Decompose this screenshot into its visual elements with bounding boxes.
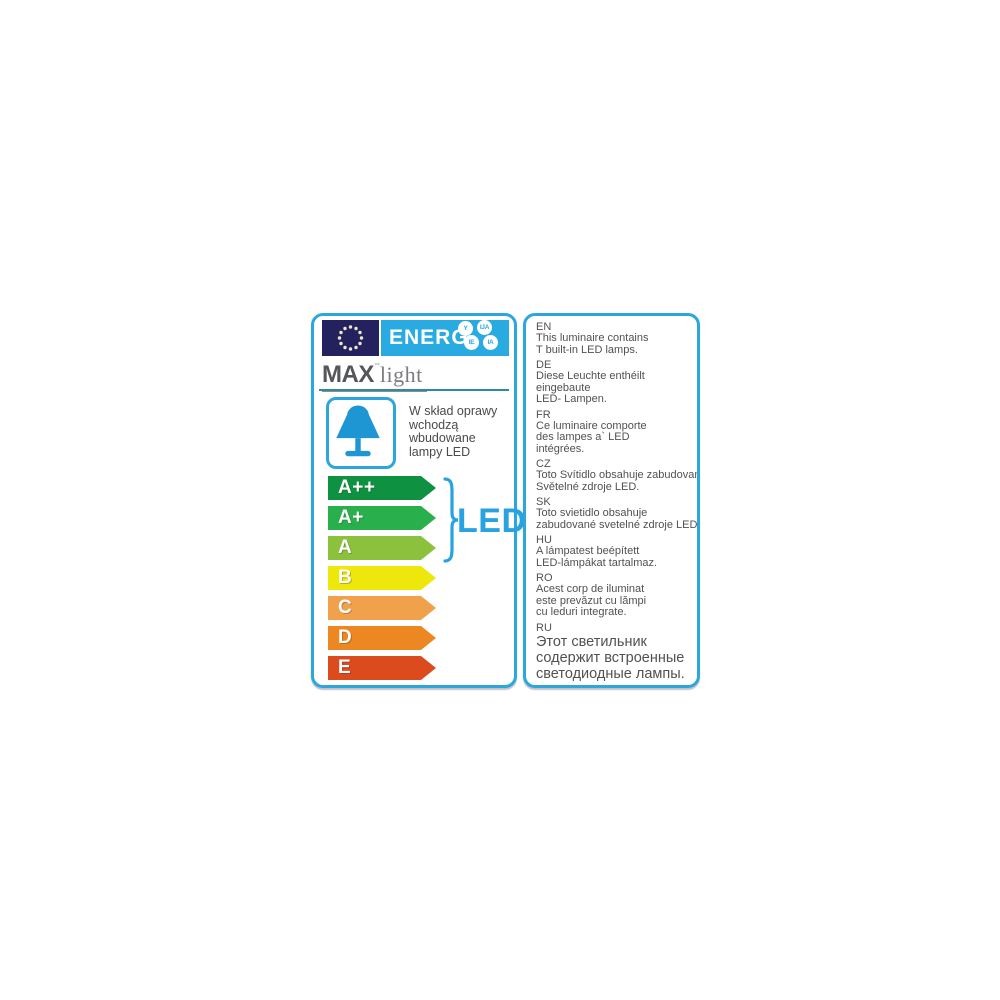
lang-line: Světelné zdroje LED. xyxy=(536,480,640,493)
lang-line: светодиодные лампы. xyxy=(536,665,685,682)
energ-ending-y: Y xyxy=(458,321,473,336)
lang-code: RO xyxy=(536,572,553,584)
lang-line: zabudované svetelné zdroje LED. xyxy=(536,518,700,531)
lang-section-ru: RU Этот светильник содержит встроенные с… xyxy=(536,622,693,682)
energy-class-scale: A++ A+ A B C D E xyxy=(328,476,436,686)
energy-class-arrow-a: A xyxy=(328,536,436,560)
translations-panel: EN This luminaire contains T built-in LE… xyxy=(523,313,700,688)
lang-section-ro: RO Acest corp de iluminat este prevăzut … xyxy=(536,572,693,619)
lang-section-sk: SK Toto svietidlo obsahuje zabudované sv… xyxy=(536,496,700,531)
lang-code: SK xyxy=(536,496,551,508)
brand-max: MAX xyxy=(322,361,374,388)
lang-line: T built-in LED lamps. xyxy=(536,343,638,356)
energ-wordmark: ENERG xyxy=(389,326,469,349)
energy-class-arrow-e: E xyxy=(328,656,436,680)
lang-line: intégrées. xyxy=(536,442,585,455)
lamp-note-line: wbudowane xyxy=(409,431,476,445)
lang-line: Ce luminaire comporte xyxy=(536,419,647,432)
lang-code: FR xyxy=(536,408,551,421)
brand-light: light xyxy=(379,362,423,387)
led-label: LED xyxy=(457,502,527,540)
trademark-mark: ™ xyxy=(373,363,380,369)
label-header: ENERG Y IJA IE IA xyxy=(322,320,509,356)
lang-line: des lampes a` LED xyxy=(536,431,630,443)
lang-line: This luminaire contains xyxy=(536,332,649,344)
energy-class-arrow-d: D xyxy=(328,626,436,650)
lang-line: Acest corp de iluminat xyxy=(536,583,645,595)
energy-class-arrow-c: C xyxy=(328,596,436,620)
eu-stars xyxy=(337,325,364,351)
energy-label-panel: ENERG Y IJA IE IA MAX™light W skład opra… xyxy=(311,313,526,688)
lamp-note-line: lampy LED xyxy=(409,444,471,459)
separator-line xyxy=(319,389,509,391)
energy-class-label: A++ xyxy=(338,477,376,498)
lamp-note-line: wchodzą xyxy=(409,417,459,432)
energy-class-label: B xyxy=(338,567,353,588)
lang-section-en: EN This luminaire contains T built-in LE… xyxy=(536,321,693,356)
lang-code: RU xyxy=(536,621,552,634)
energy-class-arrow-a-plus-plus: A++ xyxy=(328,476,436,500)
lang-line: LED-lámpákat tartalmaz. xyxy=(536,556,658,569)
lang-code: CZ xyxy=(536,458,551,470)
energy-class-label: D xyxy=(338,627,353,648)
energy-class-label: E xyxy=(338,657,352,678)
lamp-icon xyxy=(336,405,380,457)
lang-line: este prevăzut cu lămpi xyxy=(536,594,647,607)
lang-code: DE xyxy=(536,359,552,371)
lang-section-hu: HU A lámpatest beépített LED-lámpákat ta… xyxy=(536,534,693,569)
energ-banner: ENERG Y IJA IE IA xyxy=(381,320,509,356)
led-brace-icon xyxy=(443,477,459,563)
lang-line: Diese Leuchte enthéilt xyxy=(536,370,645,382)
lang-line: cu leduri integrate. xyxy=(536,606,627,618)
energy-class-arrow-b: B xyxy=(328,566,436,590)
lang-section-cz: CZ Toto Svítidlo obsahuje zabudované Svě… xyxy=(536,458,700,493)
lang-code: HU xyxy=(536,534,552,546)
lang-line: A lámpatest beépített xyxy=(536,545,640,557)
lang-line: LED- Lampen. xyxy=(536,393,607,405)
lang-code: EN xyxy=(536,321,552,333)
energy-class-label: A+ xyxy=(338,507,364,528)
translations-list: EN This luminaire contains T built-in LE… xyxy=(526,316,697,682)
energy-class-label: A xyxy=(338,537,353,558)
lang-line: содержит встроенные xyxy=(536,649,685,666)
lamp-note: W skład oprawy wchodzą wbudowane lampy L… xyxy=(409,404,498,459)
lang-section-de: DE Diese Leuchte enthéilt eingebaute LED… xyxy=(536,359,693,406)
brand-logo: MAX™light xyxy=(322,361,427,392)
energ-ending-ie: IE xyxy=(464,335,479,350)
lang-line: eingebaute xyxy=(536,381,591,394)
energy-class-label: C xyxy=(338,597,353,618)
eu-flag-icon xyxy=(322,320,379,356)
lang-section-fr: FR Ce luminaire comporte des lampes a` L… xyxy=(536,409,693,456)
lang-line: Этот светильник xyxy=(536,633,647,650)
lang-line: Toto svietidlo obsahuje xyxy=(536,507,648,519)
energy-class-arrow-a-plus: A+ xyxy=(328,506,436,530)
lang-line: Toto Svítidlo obsahuje zabudované xyxy=(536,469,700,481)
lamp-note-line: W skład oprawy xyxy=(409,404,498,418)
energ-ending-ija: IJA xyxy=(477,320,492,335)
lamp-pictogram-box xyxy=(326,397,396,469)
energ-ending-ia: IA xyxy=(483,335,498,350)
